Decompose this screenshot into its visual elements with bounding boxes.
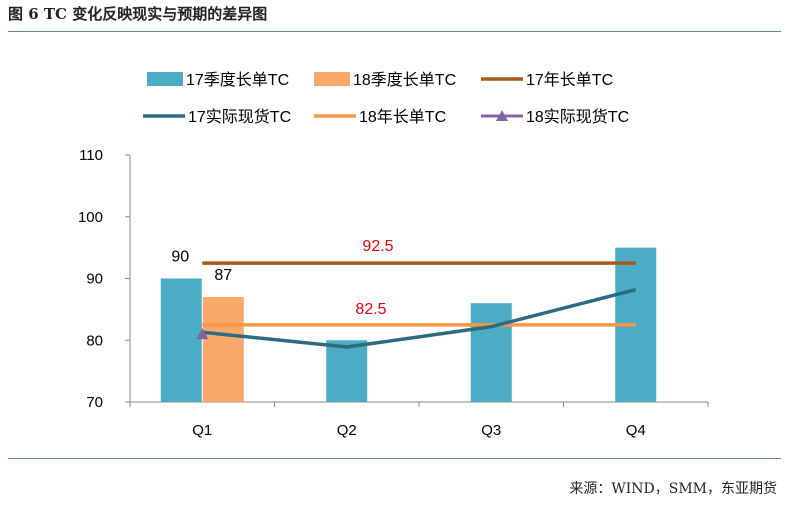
data-label-18-annual: 82.5 [355,301,386,318]
bar-17-quarterly [160,278,202,402]
y-tick-label: 70 [86,394,103,411]
data-label-17-annual: 92.5 [362,238,393,255]
legend-label-line17long: 17年长单TC [526,71,613,89]
legend: 17季度长单TC 18季度长单TC 17年长单TC 17实际现货TC 18年长单… [143,71,629,126]
data-label-bar17-q1: 90 [171,249,189,266]
lines [196,261,637,349]
legend-label-line17spot: 17实际现货TC [188,108,291,126]
y-tick-label: 90 [86,271,103,288]
source-rule [8,458,781,459]
legend-label-bar18: 18季度长单TC [353,71,456,89]
bar-18-quarterly [202,297,244,402]
y-tick-label: 110 [79,147,103,164]
title-rule [8,31,781,32]
marker-18-spot [196,328,209,340]
legend-swatch-marker18spot [496,110,508,121]
legend-label-bar17: 17季度长单TC [186,71,289,89]
y-tick-label: 100 [78,209,103,226]
data-label-bar18-q1: 87 [214,267,232,284]
data-labels: 90 87 92.5 82.5 [171,238,393,318]
x-tick-label: Q1 [192,422,212,439]
y-tick-label: 80 [86,332,103,349]
axes: 70 80 90 100 110 Q1 Q2 Q3 Q4 [78,147,709,439]
legend-swatch-bar17 [147,72,183,86]
bar-17-quarterly [326,340,368,402]
source-note: 来源：WIND，SMM，东亚期货 [569,481,777,497]
legend-label-marker18spot: 18实际现货TC [526,108,629,126]
line-17-spot [202,287,637,349]
legend-swatch-bar18 [314,72,350,86]
x-tick-label: Q2 [337,422,357,439]
legend-label-line18long: 18年长单TC [359,108,446,126]
x-tick-label: Q3 [481,422,501,439]
bar-17-quarterly [470,303,512,402]
figure-title: 图 6 TC 变化反映现实与预期的差异图 [8,5,268,23]
x-tick-label: Q4 [626,422,646,439]
